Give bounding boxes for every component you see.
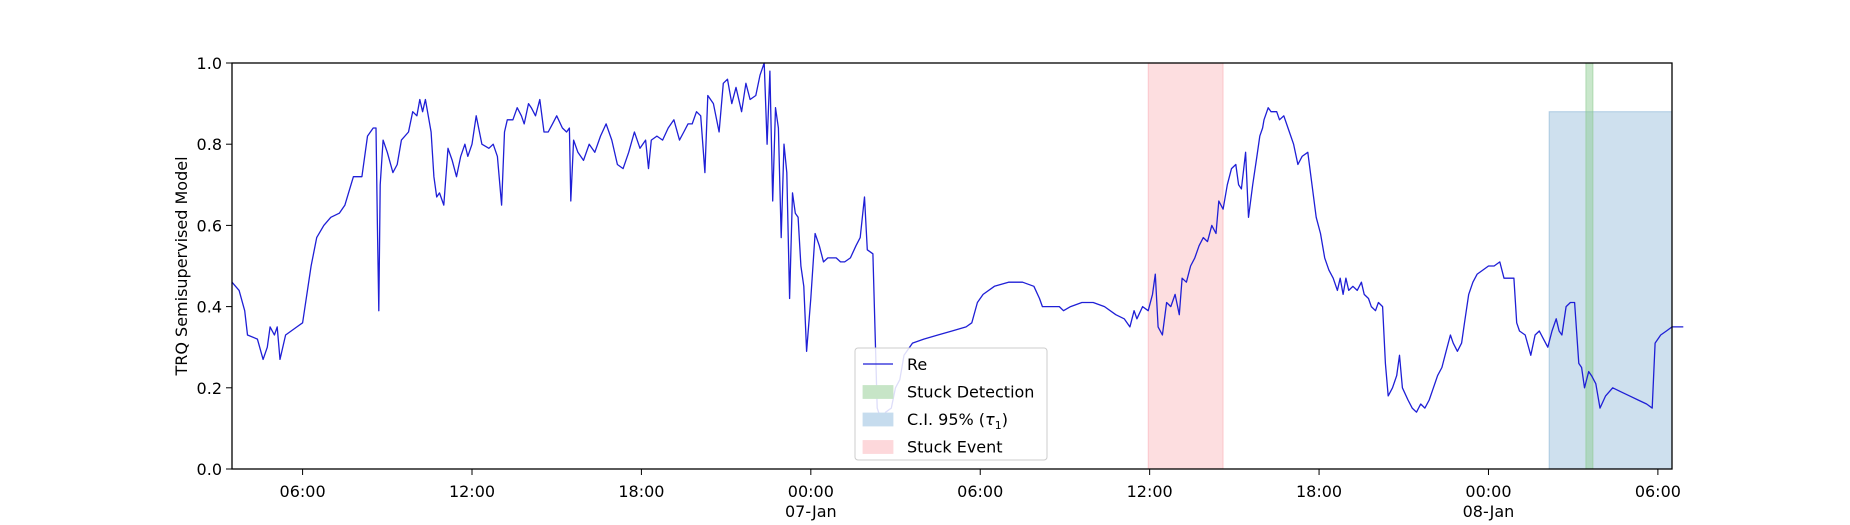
plot-frame (231, 62, 1673, 470)
x-tick-label-3: 00:00 (788, 482, 834, 501)
legend-label-sub: 1 (995, 419, 1002, 432)
y-tick-label-2: 0.4 (197, 298, 222, 317)
y-tick-label-0: 0.0 (197, 460, 222, 479)
x-tick-year-3: 1900 (790, 522, 831, 525)
y-tick-label-5: 1.0 (197, 54, 222, 73)
series-line-0 (231, 62, 1684, 421)
legend: Re Stuck Detection C.I. 95% (τ1) Stuck Even… (854, 347, 1048, 461)
x-axis-ticks: 06:0012:0018:0000:0007-Jan190006:0012:00… (280, 469, 1681, 525)
legend-label-tau: τ (985, 410, 995, 429)
highlight-bands (1147, 62, 1673, 470)
y-tick-label-4: 0.8 (197, 135, 222, 154)
legend-swatch-2 (862, 412, 894, 427)
legend-label-close: ) (1002, 410, 1008, 429)
legend-label-1: Stuck Detection (907, 383, 1034, 402)
y-axis-ticks: 0.0 0.2 0.4 0.6 0.8 1.0 (197, 54, 232, 479)
x-tick-label-8: 06:00 (1635, 482, 1681, 501)
legend-label-2: C.I. 95% (τ1) (907, 410, 1008, 432)
x-tick-label-5: 12:00 (1127, 482, 1173, 501)
band-0 (1147, 62, 1224, 470)
x-tick-label-7: 00:00 (1465, 482, 1511, 501)
series-layer (231, 62, 1684, 421)
x-tick-label-0: 06:00 (280, 482, 326, 501)
band-2 (1585, 62, 1594, 470)
x-tick-date-3: 07-Jan (785, 502, 837, 521)
legend-swatch-3 (862, 440, 894, 454)
x-tick-date-7: 08-Jan (1463, 502, 1515, 521)
x-tick-label-1: 12:00 (449, 482, 495, 501)
band-1 (1548, 111, 1673, 470)
legend-swatch-1 (862, 385, 894, 399)
y-tick-label-1: 0.2 (197, 379, 222, 398)
x-tick-label-4: 06:00 (957, 482, 1003, 501)
y-tick-label-3: 0.6 (197, 216, 222, 235)
y-axis-label: TRQ Semisupervised Model (172, 156, 191, 376)
x-tick-label-2: 18:00 (618, 482, 664, 501)
x-tick-label-6: 18:00 (1296, 482, 1342, 501)
legend-box (854, 347, 1048, 461)
legend-label-0: Re (907, 355, 927, 374)
legend-label-text: C.I. 95% ( (907, 410, 985, 429)
legend-label-3: Stuck Event (907, 438, 1003, 457)
